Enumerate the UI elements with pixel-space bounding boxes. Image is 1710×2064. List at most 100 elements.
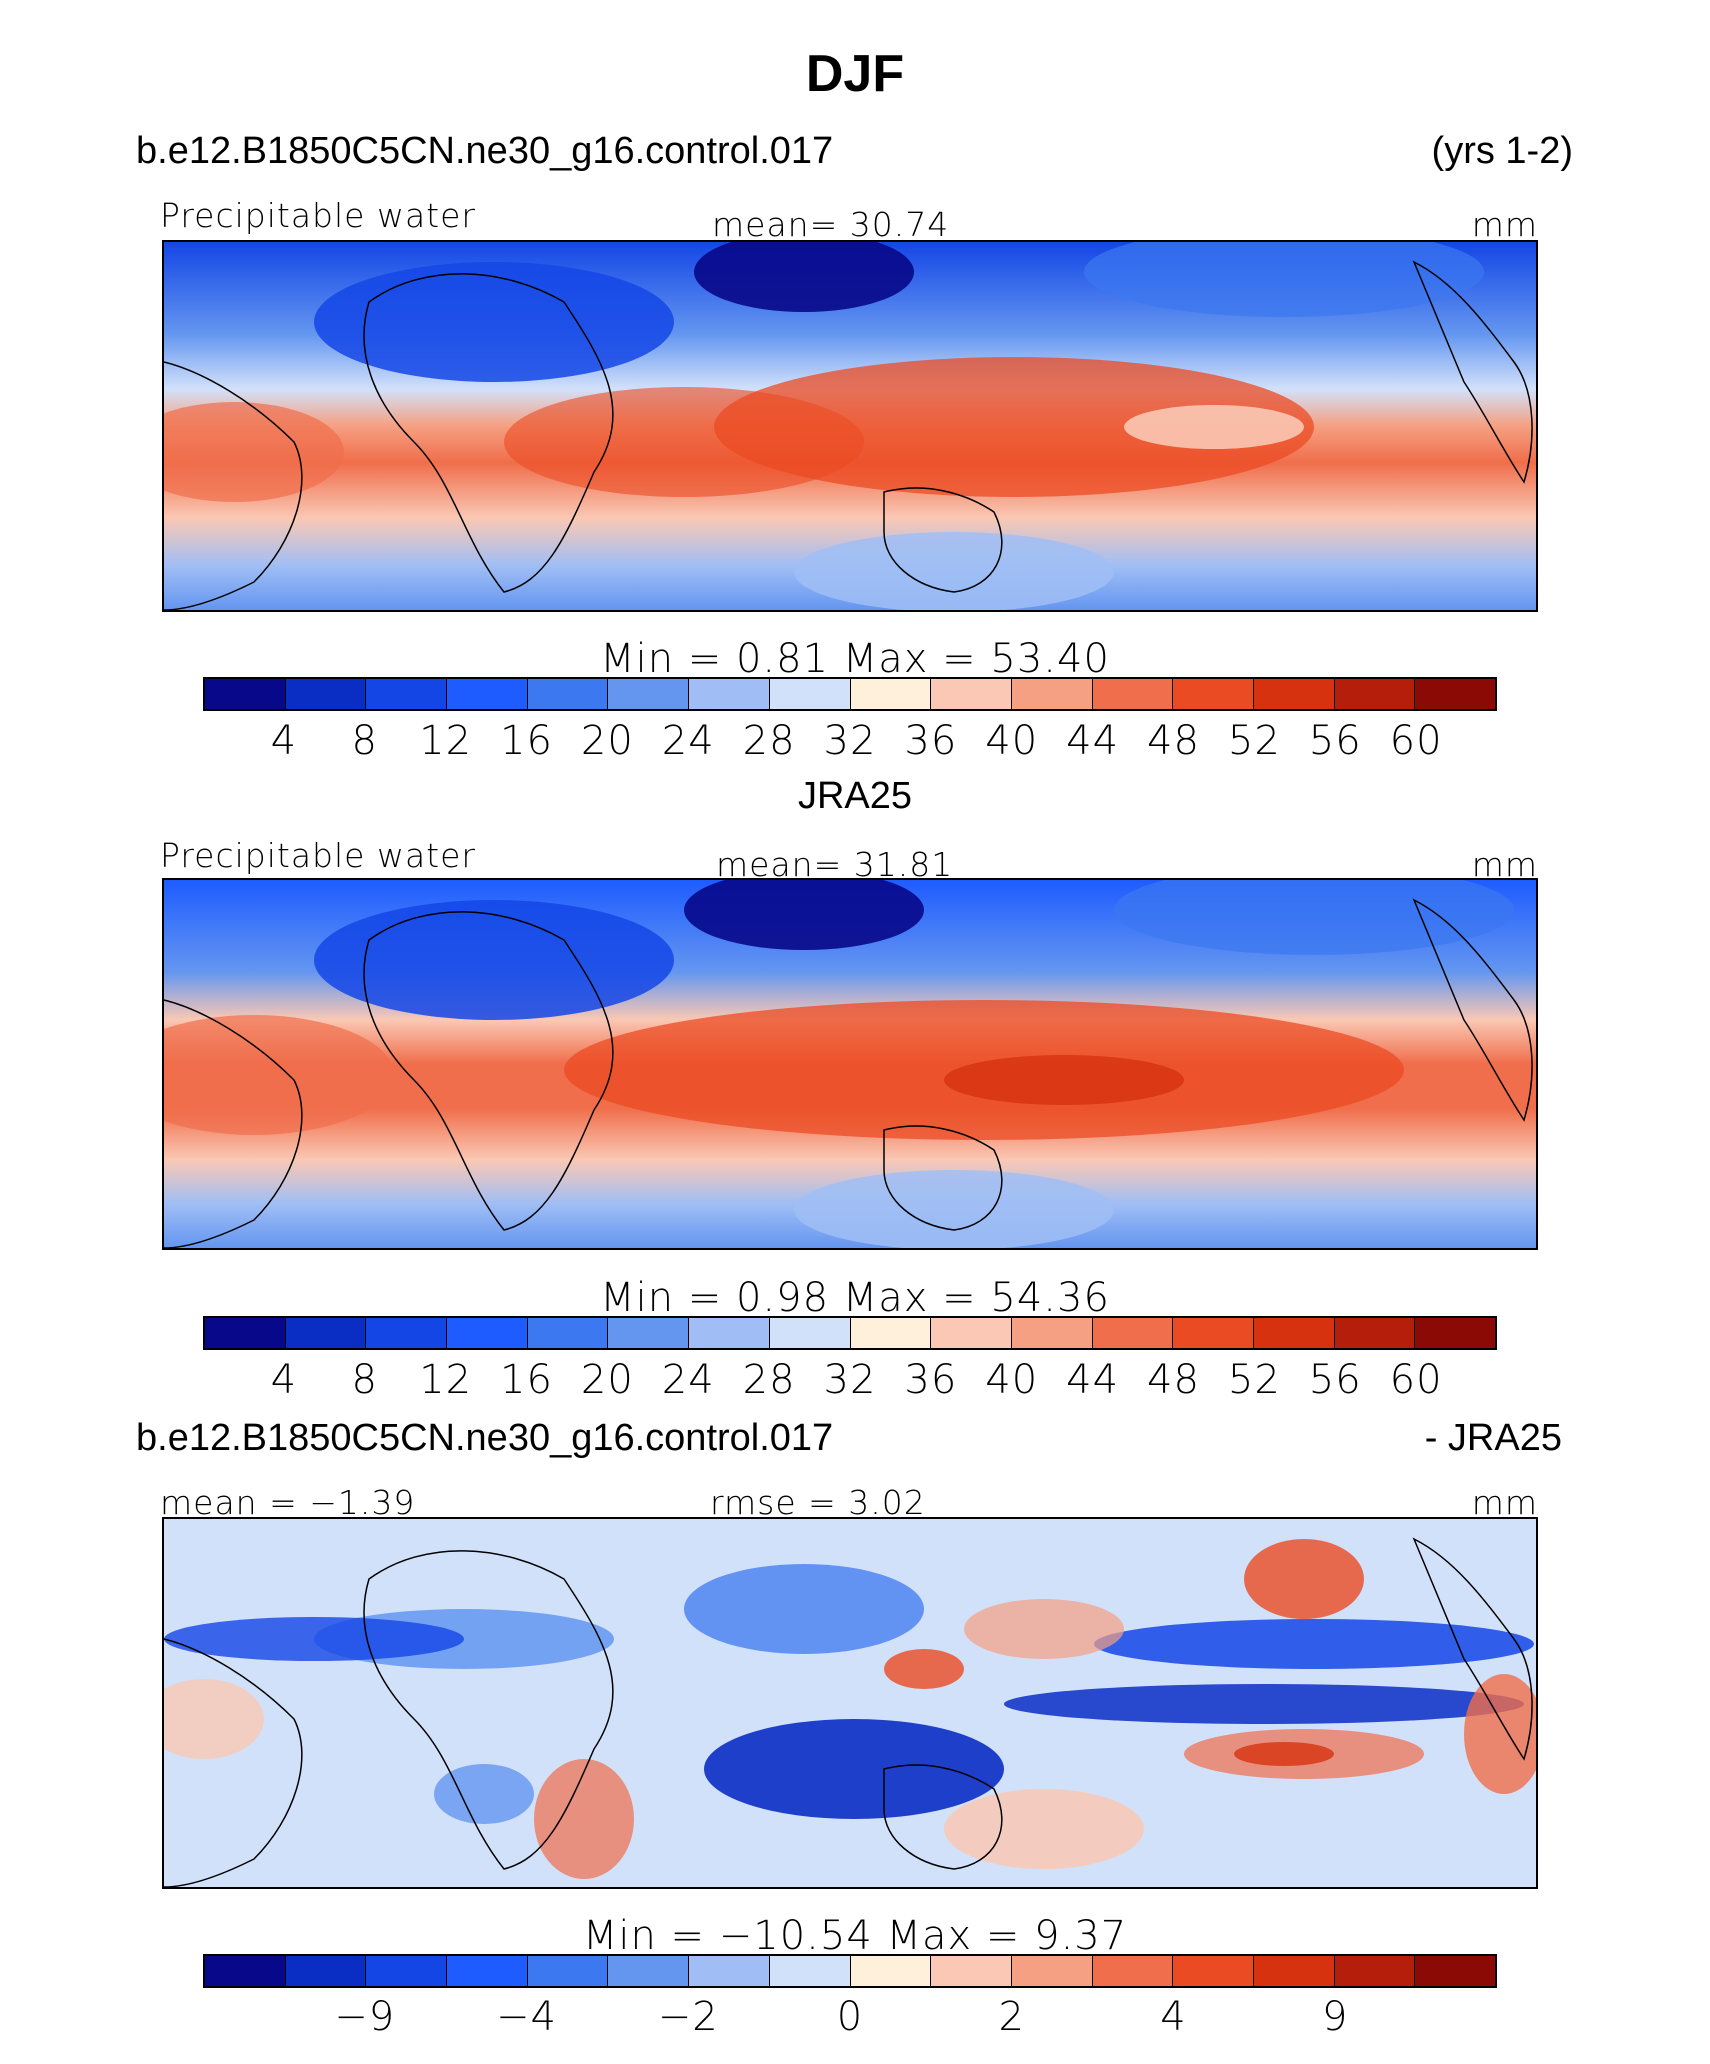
colorbar-swatch bbox=[1415, 1956, 1495, 1986]
panel2-minmax: Min = 0.98 Max = 54.36 bbox=[600, 1275, 1110, 1321]
colorbar-tick-label: 28 bbox=[742, 1357, 796, 1403]
colorbar-tick-label: 20 bbox=[580, 718, 634, 764]
colorbar-tick-label: 20 bbox=[580, 1357, 634, 1403]
colorbar-tick-label: 12 bbox=[419, 718, 473, 764]
colorbar-swatch bbox=[689, 679, 770, 709]
colorbar-swatch bbox=[608, 679, 690, 709]
colorbar-tick-label: 16 bbox=[500, 1357, 553, 1403]
panel2-units: mm bbox=[1471, 845, 1538, 884]
panel3-case-title: b.e12.B1850C5CN.ne30_g16.control.017 bbox=[136, 1417, 834, 1459]
colorbar-tick-label: 48 bbox=[1147, 1357, 1200, 1403]
colorbar-tick-label: 56 bbox=[1308, 1357, 1362, 1403]
colorbar-tick-label: 36 bbox=[904, 1357, 958, 1403]
figure-title: DJF bbox=[805, 45, 905, 103]
colorbar-swatch bbox=[285, 1318, 367, 1348]
colorbar-tick-label: 8 bbox=[351, 1357, 378, 1403]
colorbar-tick-label: 9 bbox=[1322, 1994, 1349, 2040]
colorbar-swatch bbox=[931, 1318, 1012, 1348]
colorbar-tick-label: 28 bbox=[742, 718, 796, 764]
colorbar-tick-label: 36 bbox=[904, 718, 958, 764]
colorbar-swatch bbox=[366, 1956, 448, 1986]
colorbar-tick-label: 4 bbox=[270, 718, 298, 764]
colorbar-tick-label: 32 bbox=[823, 718, 877, 764]
panel2-center-label: mean= 31.81 bbox=[716, 845, 954, 884]
colorbar-tick-label: 4 bbox=[1160, 1994, 1187, 2040]
colorbar-swatch bbox=[1415, 1318, 1495, 1348]
colorbar-tick-label: −4 bbox=[496, 1994, 557, 2040]
colorbar-tick-label: 12 bbox=[419, 1357, 473, 1403]
colorbar-swatch bbox=[205, 679, 286, 709]
colorbar-tick-label: 0 bbox=[836, 1994, 864, 2040]
colorbar-swatch bbox=[1173, 1956, 1254, 1986]
panel3-map bbox=[162, 1517, 1538, 1889]
colorbar-swatch bbox=[527, 1956, 609, 1986]
panel2-colorbar bbox=[203, 1316, 1497, 1350]
colorbar-swatch bbox=[1253, 1956, 1335, 1986]
colorbar-swatch bbox=[205, 1318, 286, 1348]
colorbar-swatch bbox=[285, 1956, 367, 1986]
colorbar-tick-label: 40 bbox=[985, 1357, 1039, 1403]
panel1-right-title: (yrs 1-2) bbox=[1431, 130, 1573, 172]
colorbar-swatch bbox=[769, 1956, 851, 1986]
colorbar-swatch bbox=[366, 1318, 448, 1348]
colorbar-swatch bbox=[447, 1318, 528, 1348]
colorbar-swatch bbox=[850, 1318, 932, 1348]
colorbar-tick-label: 24 bbox=[661, 718, 715, 764]
colorbar-tick-label: −9 bbox=[334, 1994, 396, 2040]
colorbar-swatch bbox=[527, 679, 609, 709]
panel3-units: mm bbox=[1471, 1483, 1538, 1522]
colorbar-tick-label: 52 bbox=[1227, 718, 1281, 764]
colorbar-swatch bbox=[769, 679, 851, 709]
colorbar-tick-label: 32 bbox=[823, 1357, 877, 1403]
colorbar-swatch bbox=[850, 679, 932, 709]
colorbar-swatch bbox=[931, 679, 1012, 709]
colorbar-tick-label: −2 bbox=[657, 1994, 719, 2040]
panel1-left-label: Precipitable water bbox=[160, 196, 476, 235]
colorbar-swatch bbox=[608, 1956, 690, 1986]
colorbar-swatch bbox=[689, 1956, 770, 1986]
colorbar-tick-label: 44 bbox=[1066, 718, 1120, 764]
colorbar-tick-label: 60 bbox=[1389, 1357, 1443, 1403]
panel2-left-label: Precipitable water bbox=[160, 836, 476, 875]
colorbar-swatch bbox=[1253, 679, 1335, 709]
colorbar-tick-label: 44 bbox=[1066, 1357, 1120, 1403]
colorbar-swatch bbox=[1011, 1956, 1093, 1986]
colorbar-swatch bbox=[1334, 679, 1416, 709]
colorbar-swatch bbox=[1092, 1956, 1174, 1986]
panel1-case-title: b.e12.B1850C5CN.ne30_g16.control.017 bbox=[136, 130, 834, 172]
panel2-map bbox=[162, 878, 1538, 1250]
colorbar-tick-label: 56 bbox=[1308, 718, 1362, 764]
colorbar-swatch bbox=[850, 1956, 932, 1986]
panel3-minmax: Min = −10.54 Max = 9.37 bbox=[582, 1913, 1128, 1959]
colorbar-swatch bbox=[447, 1956, 528, 1986]
colorbar-swatch bbox=[1253, 1318, 1335, 1348]
colorbar-tick-label: 48 bbox=[1147, 718, 1200, 764]
colorbar-swatch bbox=[608, 1318, 690, 1348]
panel3-colorbar bbox=[203, 1954, 1497, 1988]
colorbar-swatch bbox=[1415, 679, 1495, 709]
colorbar-swatch bbox=[205, 1956, 286, 1986]
panel1-minmax: Min = 0.81 Max = 53.40 bbox=[600, 636, 1110, 682]
colorbar-tick-label: 16 bbox=[500, 718, 553, 764]
colorbar-tick-label: 52 bbox=[1227, 1357, 1281, 1403]
panel3-right-title: - JRA25 bbox=[1424, 1417, 1562, 1459]
colorbar-swatch bbox=[1334, 1318, 1416, 1348]
colorbar-tick-label: 4 bbox=[270, 1357, 298, 1403]
colorbar-swatch bbox=[285, 679, 367, 709]
colorbar-swatch bbox=[527, 1318, 609, 1348]
panel1-map bbox=[162, 240, 1538, 612]
colorbar-swatch bbox=[1011, 1318, 1093, 1348]
panel3-center-label: rmse = 3.02 bbox=[710, 1483, 926, 1522]
colorbar-swatch bbox=[1011, 679, 1093, 709]
colorbar-swatch bbox=[1092, 679, 1174, 709]
colorbar-swatch bbox=[1334, 1956, 1416, 1986]
colorbar-swatch bbox=[1173, 679, 1254, 709]
colorbar-swatch bbox=[689, 1318, 770, 1348]
colorbar-swatch bbox=[366, 679, 448, 709]
panel2-case-title: JRA25 bbox=[797, 775, 913, 817]
panel1-colorbar bbox=[203, 677, 1497, 711]
colorbar-swatch bbox=[1092, 1318, 1174, 1348]
colorbar-tick-label: 2 bbox=[998, 1994, 1025, 2040]
colorbar-swatch bbox=[447, 679, 528, 709]
panel1-center-label: mean= 30.74 bbox=[712, 205, 950, 244]
